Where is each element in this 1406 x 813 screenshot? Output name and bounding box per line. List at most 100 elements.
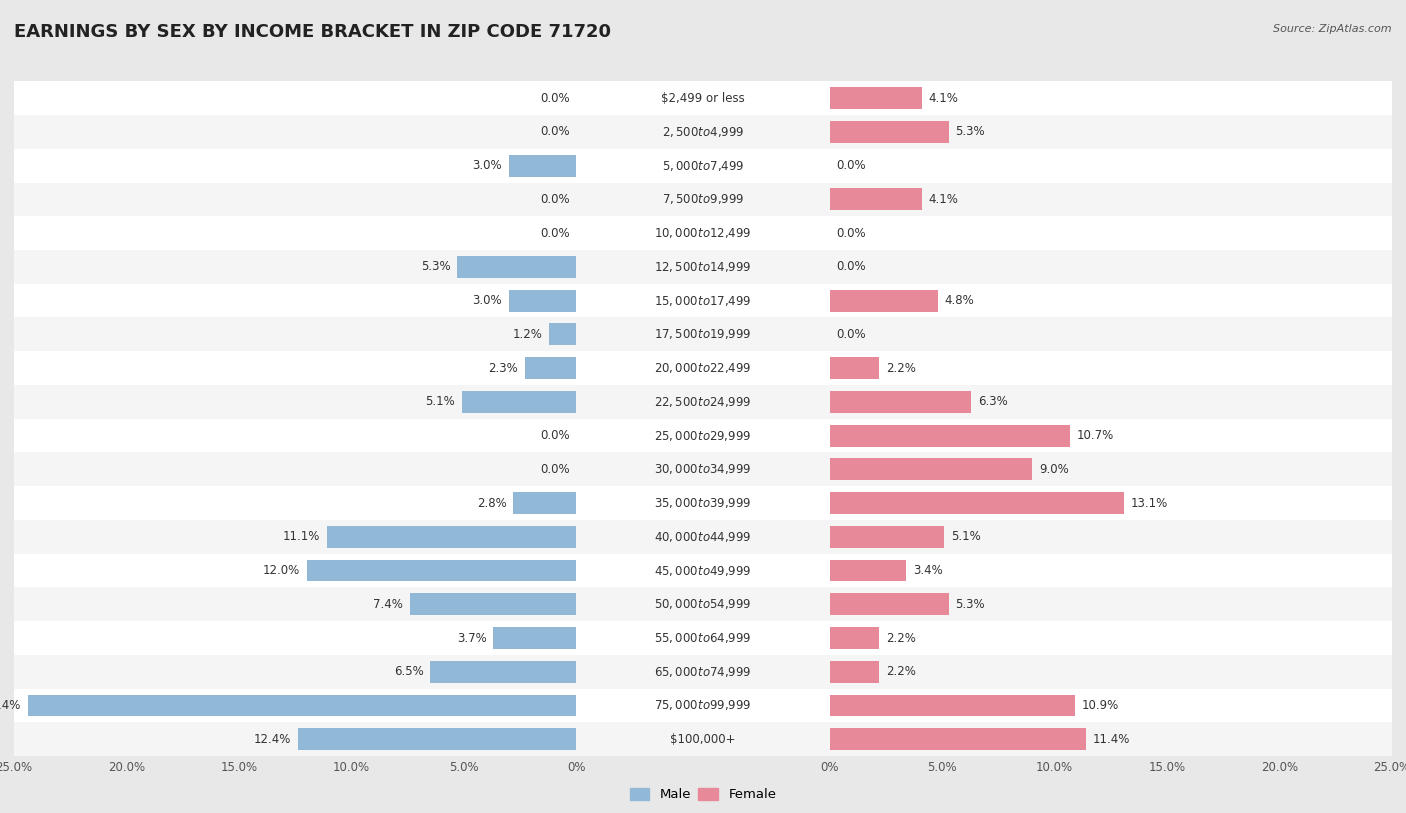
Text: 5.3%: 5.3% (956, 125, 986, 138)
Bar (0, 419, 1406, 452)
Text: 2.3%: 2.3% (488, 362, 517, 375)
Text: 3.0%: 3.0% (472, 294, 502, 307)
Text: 2.2%: 2.2% (886, 665, 915, 678)
Text: 0.0%: 0.0% (837, 159, 866, 172)
Text: 0.0%: 0.0% (540, 193, 569, 206)
Bar (0, 486, 1406, 520)
Bar (0, 115, 1406, 149)
Text: 4.1%: 4.1% (928, 193, 959, 206)
Bar (830, 694, 1074, 716)
Legend: Male, Female: Male, Female (624, 782, 782, 806)
Bar (0, 587, 1406, 621)
Bar (830, 189, 922, 211)
Bar (0, 216, 1406, 250)
Bar (0, 182, 1406, 216)
Bar (0, 284, 1406, 317)
Text: $30,000 to $34,999: $30,000 to $34,999 (654, 463, 752, 476)
Bar (0, 250, 1406, 284)
Text: 0.0%: 0.0% (540, 125, 569, 138)
Text: 13.1%: 13.1% (1130, 497, 1168, 510)
Text: $2,500 to $4,999: $2,500 to $4,999 (662, 125, 744, 139)
Text: 2.2%: 2.2% (886, 362, 915, 375)
Text: 5.1%: 5.1% (950, 530, 981, 543)
Text: 11.4%: 11.4% (1092, 733, 1130, 746)
Text: $2,499 or less: $2,499 or less (661, 92, 745, 105)
Bar (0, 621, 1406, 655)
Bar (0, 81, 1406, 115)
Text: 12.0%: 12.0% (263, 564, 299, 577)
Bar (0, 587, 1406, 621)
Text: 10.7%: 10.7% (1077, 429, 1114, 442)
Text: 9.0%: 9.0% (1039, 463, 1069, 476)
Bar (830, 728, 1085, 750)
Bar (0, 520, 1406, 554)
Bar (0, 351, 1406, 385)
Bar (524, 357, 576, 379)
Bar (0, 149, 1406, 183)
Bar (0, 621, 1406, 655)
Text: 11.1%: 11.1% (283, 530, 321, 543)
Bar (28, 694, 576, 716)
Bar (0, 486, 1406, 520)
Text: $55,000 to $64,999: $55,000 to $64,999 (654, 631, 752, 645)
Bar (0, 554, 1406, 587)
Bar (0, 385, 1406, 419)
Text: 3.4%: 3.4% (912, 564, 942, 577)
Bar (0, 554, 1406, 587)
Text: EARNINGS BY SEX BY INCOME BRACKET IN ZIP CODE 71720: EARNINGS BY SEX BY INCOME BRACKET IN ZIP… (14, 23, 612, 41)
Bar (0, 452, 1406, 486)
Text: 0.0%: 0.0% (837, 227, 866, 240)
Bar (0, 655, 1406, 689)
Text: $5,000 to $7,499: $5,000 to $7,499 (662, 159, 744, 172)
Bar (513, 492, 576, 514)
Bar (0, 520, 1406, 554)
Bar (0, 655, 1406, 689)
Bar (830, 424, 1070, 446)
Bar (0, 182, 1406, 216)
Bar (830, 627, 879, 649)
Bar (0, 689, 1406, 723)
Bar (0, 587, 1406, 621)
Bar (830, 289, 938, 311)
Text: 2.2%: 2.2% (886, 632, 915, 645)
Text: 0.0%: 0.0% (540, 463, 569, 476)
Bar (307, 559, 576, 581)
Bar (0, 182, 1406, 216)
Bar (0, 250, 1406, 284)
Text: $100,000+: $100,000+ (671, 733, 735, 746)
Bar (0, 216, 1406, 250)
Bar (830, 121, 949, 143)
Text: $75,000 to $99,999: $75,000 to $99,999 (654, 698, 752, 712)
Bar (0, 216, 1406, 250)
Bar (0, 317, 1406, 351)
Bar (550, 324, 576, 346)
Text: $10,000 to $12,499: $10,000 to $12,499 (654, 226, 752, 240)
Bar (830, 593, 949, 615)
Text: $20,000 to $22,499: $20,000 to $22,499 (654, 361, 752, 375)
Text: 0.0%: 0.0% (837, 260, 866, 273)
Bar (0, 351, 1406, 385)
Bar (830, 459, 1032, 480)
Bar (0, 351, 1406, 385)
Bar (509, 289, 576, 311)
Bar (0, 115, 1406, 149)
Bar (0, 452, 1406, 486)
Bar (0, 689, 1406, 723)
Text: 6.3%: 6.3% (979, 395, 1008, 408)
Bar (830, 391, 972, 413)
Text: $25,000 to $29,999: $25,000 to $29,999 (654, 428, 752, 442)
Bar (0, 81, 1406, 115)
Text: 5.1%: 5.1% (425, 395, 456, 408)
Bar (0, 723, 1406, 756)
Bar (411, 593, 576, 615)
Bar (0, 723, 1406, 756)
Bar (0, 419, 1406, 452)
Bar (830, 357, 879, 379)
Text: 12.4%: 12.4% (253, 733, 291, 746)
Text: 3.7%: 3.7% (457, 632, 486, 645)
Bar (0, 149, 1406, 183)
Text: 24.4%: 24.4% (0, 699, 21, 712)
Bar (0, 723, 1406, 756)
Text: 3.0%: 3.0% (472, 159, 502, 172)
Text: 0.0%: 0.0% (540, 429, 569, 442)
